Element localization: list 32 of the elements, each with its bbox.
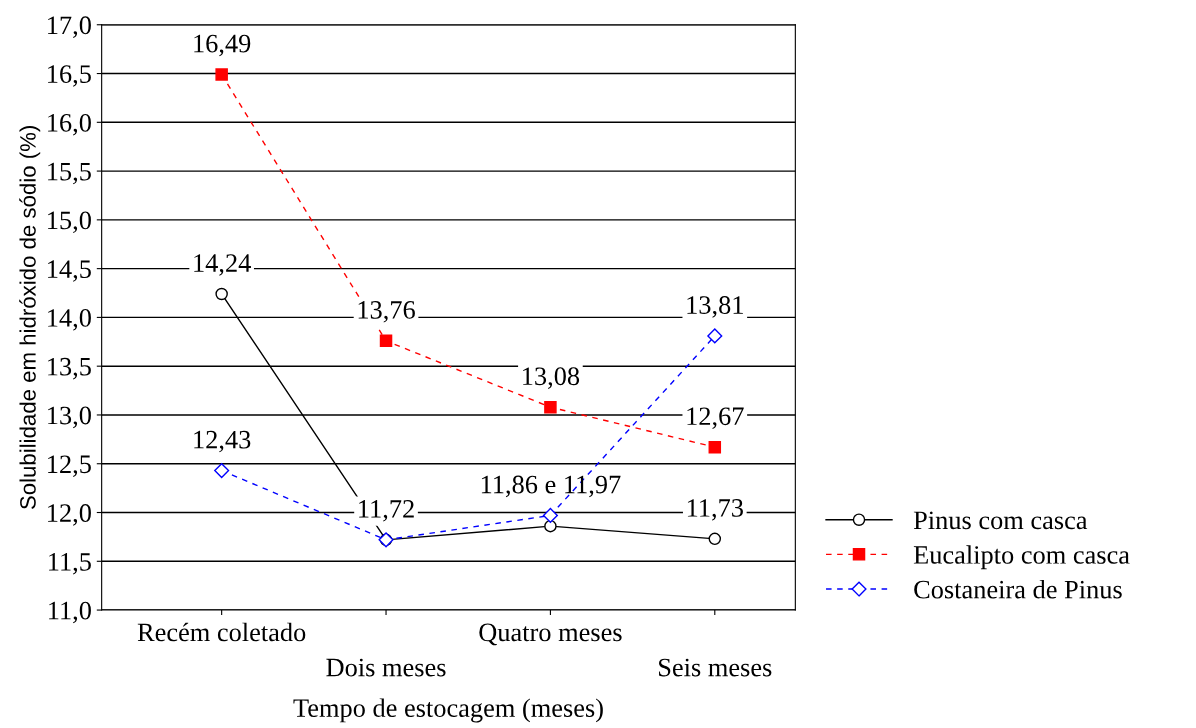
legend-label: Pinus com casca [913, 511, 1088, 530]
y-tick-label: 11,0 [49, 601, 91, 624]
y-tick-label: 14,5 [48, 260, 91, 282]
y-tick-label: 13,5 [48, 357, 91, 380]
data-label: 14,24 [194, 254, 251, 276]
data-label: 12,43 [194, 430, 251, 453]
y-tick-label: 14,0 [48, 309, 91, 331]
x-tick-label: Seis meses [659, 658, 772, 677]
x-tick-label: Dois meses [326, 658, 446, 677]
data-label: 11,72 [359, 500, 414, 522]
data-label: 13,81 [687, 296, 743, 318]
y-tick-label: 17,0 [48, 16, 91, 38]
y-tick-label: 15,5 [48, 162, 91, 185]
legend-label: Eucalipto com casca [913, 545, 1130, 570]
legend-label: Costaneira de Pinus [914, 579, 1122, 599]
data-label: 11,73 [687, 499, 743, 521]
y-tick-label: 16,5 [48, 65, 91, 87]
y-axis-title: Solubilidade em hidróxido de sódio (%) [19, 126, 41, 510]
data-label: 13,08 [523, 367, 580, 389]
y-tick-label: 13,0 [48, 406, 91, 429]
data-label: 12,67 [687, 407, 744, 429]
data-label: 13,76 [358, 301, 415, 323]
y-tick-label: 12,0 [48, 504, 91, 526]
annotation: 11,86 e 11,97 [481, 475, 621, 498]
data-label: 16,49 [194, 34, 251, 57]
y-tick-label: 15,0 [48, 211, 91, 234]
x-tick-label: Recém coletado [137, 622, 306, 642]
y-tick-label: 11,5 [49, 553, 91, 575]
x-axis-title: Tempo de estocagem (meses) [293, 698, 603, 723]
x-tick-label: Quatro meses [479, 623, 622, 646]
y-tick-label: 16,0 [48, 113, 91, 136]
y-tick-label: 12,5 [48, 455, 91, 477]
